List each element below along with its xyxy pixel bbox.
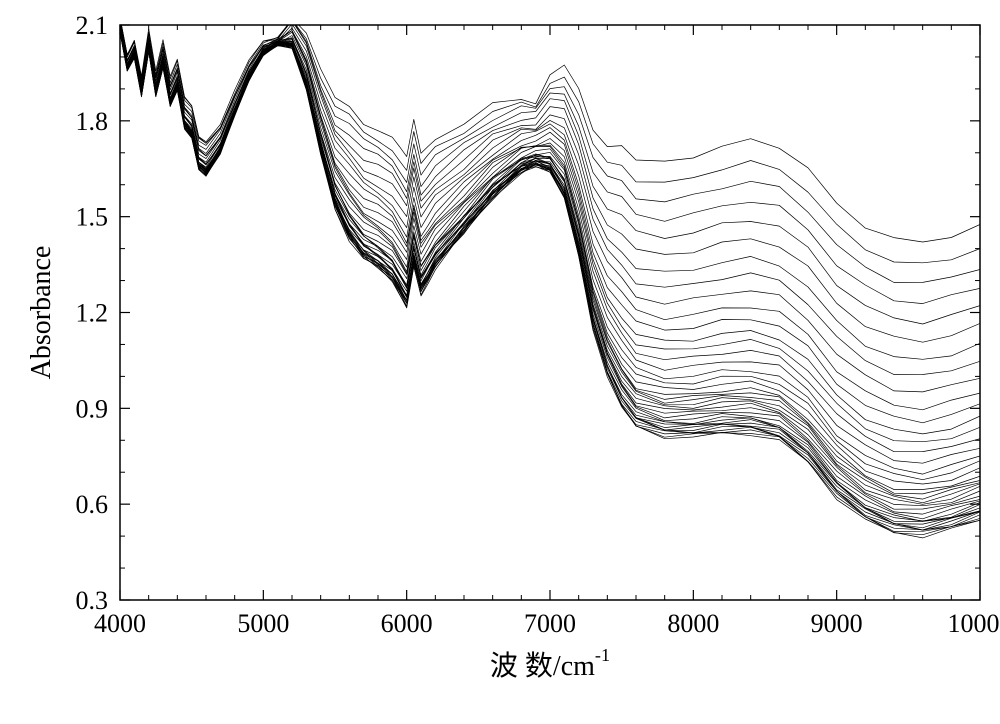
y-tick-label: 2.1 <box>76 11 109 40</box>
y-axis-label: Absorbance <box>26 246 57 380</box>
spectrum-line <box>120 29 980 514</box>
spectrum-line <box>120 29 980 524</box>
spectrum-line <box>120 30 980 535</box>
spectrum-line <box>120 30 980 479</box>
y-tick-label: 1.8 <box>76 107 109 136</box>
spectrum-chart: 400050006000700080009000100000.30.60.91.… <box>0 0 1000 724</box>
spectrum-line <box>120 17 980 283</box>
spectrum-line <box>120 30 980 532</box>
x-tick-label: 6000 <box>381 609 433 638</box>
spectrum-line <box>120 18 980 263</box>
spectrum-line <box>120 33 980 530</box>
y-tick-label: 0.3 <box>76 586 109 615</box>
spectra-group <box>120 17 980 538</box>
spectrum-line <box>120 24 980 409</box>
spectrum-line <box>120 30 980 505</box>
spectrum-line <box>120 26 980 463</box>
spectrum-line <box>120 30 980 528</box>
spectrum-line <box>120 31 980 538</box>
spectrum-line <box>120 27 980 423</box>
spectrum-line <box>120 28 980 489</box>
spectrum-line <box>120 29 980 510</box>
chart-svg: 400050006000700080009000100000.30.60.91.… <box>0 0 1000 724</box>
x-tick-label: 10000 <box>948 609 1000 638</box>
x-tick-label: 9000 <box>811 609 863 638</box>
x-tick-label: 8000 <box>667 609 719 638</box>
x-tick-label: 7000 <box>524 609 576 638</box>
spectrum-line <box>120 27 980 494</box>
spectrum-line <box>120 18 980 242</box>
spectrum-line <box>120 32 980 505</box>
x-tick-label: 5000 <box>237 609 289 638</box>
x-axis-label: 波 数/cm-1 <box>490 645 610 682</box>
spectrum-line <box>120 31 980 503</box>
spectrum-line <box>120 32 980 521</box>
spectrum-line <box>120 32 980 521</box>
y-tick-label: 1.5 <box>76 203 109 232</box>
y-tick-label: 1.2 <box>76 299 109 328</box>
y-tick-label: 0.6 <box>76 490 109 519</box>
spectrum-line <box>120 26 980 452</box>
spectrum-line <box>120 18 980 303</box>
y-tick-label: 0.9 <box>76 394 109 423</box>
